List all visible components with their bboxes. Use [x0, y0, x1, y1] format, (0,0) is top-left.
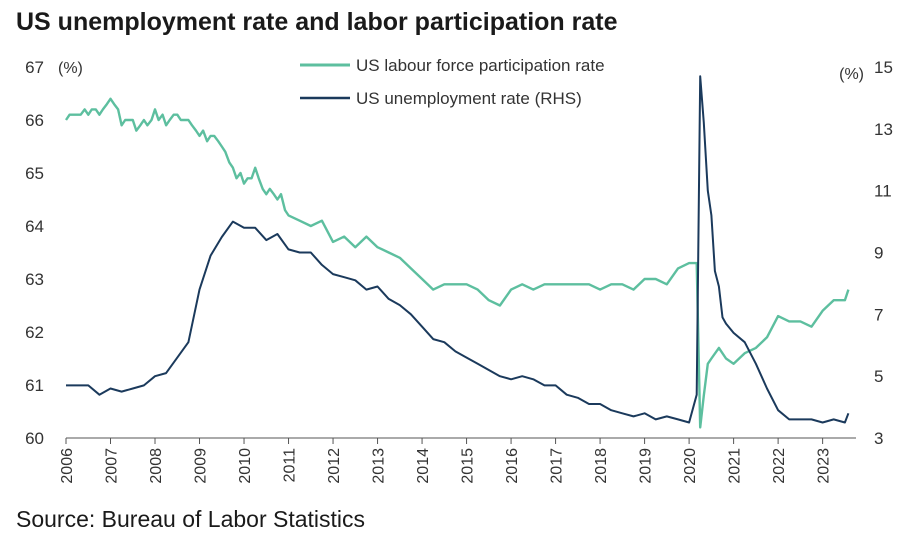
x-tick-label: 2019	[638, 448, 655, 484]
x-tick-label: 2017	[549, 448, 566, 484]
right-y-tick-label: 7	[874, 305, 883, 324]
left-y-tick-label: 65	[25, 164, 44, 183]
left-y-tick-label: 67	[25, 58, 44, 77]
x-tick-label: 2009	[193, 448, 210, 484]
x-tick-label: 2023	[816, 448, 833, 484]
participation-rate-line	[65, 97, 850, 429]
chart-title: US unemployment rate and labor participa…	[16, 8, 618, 36]
x-tick-label: 2007	[104, 448, 121, 484]
x-tick-label: 2014	[415, 448, 432, 484]
unemployment-rate-line	[66, 75, 850, 424]
x-tick-label: 2022	[771, 448, 788, 484]
legend-label: US unemployment rate (RHS)	[356, 89, 582, 108]
left-y-tick-label: 61	[25, 376, 44, 395]
left-y-tick-label: 64	[25, 217, 44, 236]
right-y-tick-label: 9	[874, 244, 883, 263]
x-tick-label: 2021	[727, 448, 744, 484]
right-y-tick-label: 5	[874, 367, 883, 386]
left-y-tick-label: 60	[25, 429, 44, 448]
right-y-tick-label: 3	[874, 429, 883, 448]
x-tick-label: 2012	[326, 448, 343, 484]
right-axis-unit: (%)	[839, 66, 864, 83]
x-tick-label: 2013	[371, 448, 388, 484]
right-y-tick-label: 13	[874, 120, 893, 139]
x-tick-label: 2006	[59, 448, 76, 484]
left-y-tick-label: 63	[25, 270, 44, 289]
source-note: Source: Bureau of Labor Statistics	[16, 506, 366, 532]
left-axis-unit: (%)	[58, 60, 83, 77]
x-tick-label: 2015	[460, 448, 477, 484]
legend-label: US labour force participation rate	[356, 56, 605, 75]
right-y-tick-label: 11	[874, 182, 892, 201]
x-tick-label: 2018	[593, 448, 610, 484]
x-tick-label: 2010	[237, 448, 254, 484]
left-y-tick-label: 66	[25, 111, 44, 130]
right-y-tick-label: 15	[874, 58, 893, 77]
x-tick-label: 2008	[148, 448, 165, 484]
x-tick-label: 2011	[282, 448, 299, 483]
x-tick-label: 2020	[682, 448, 699, 484]
left-y-tick-label: 62	[25, 323, 44, 342]
x-tick-label: 2016	[504, 448, 521, 484]
